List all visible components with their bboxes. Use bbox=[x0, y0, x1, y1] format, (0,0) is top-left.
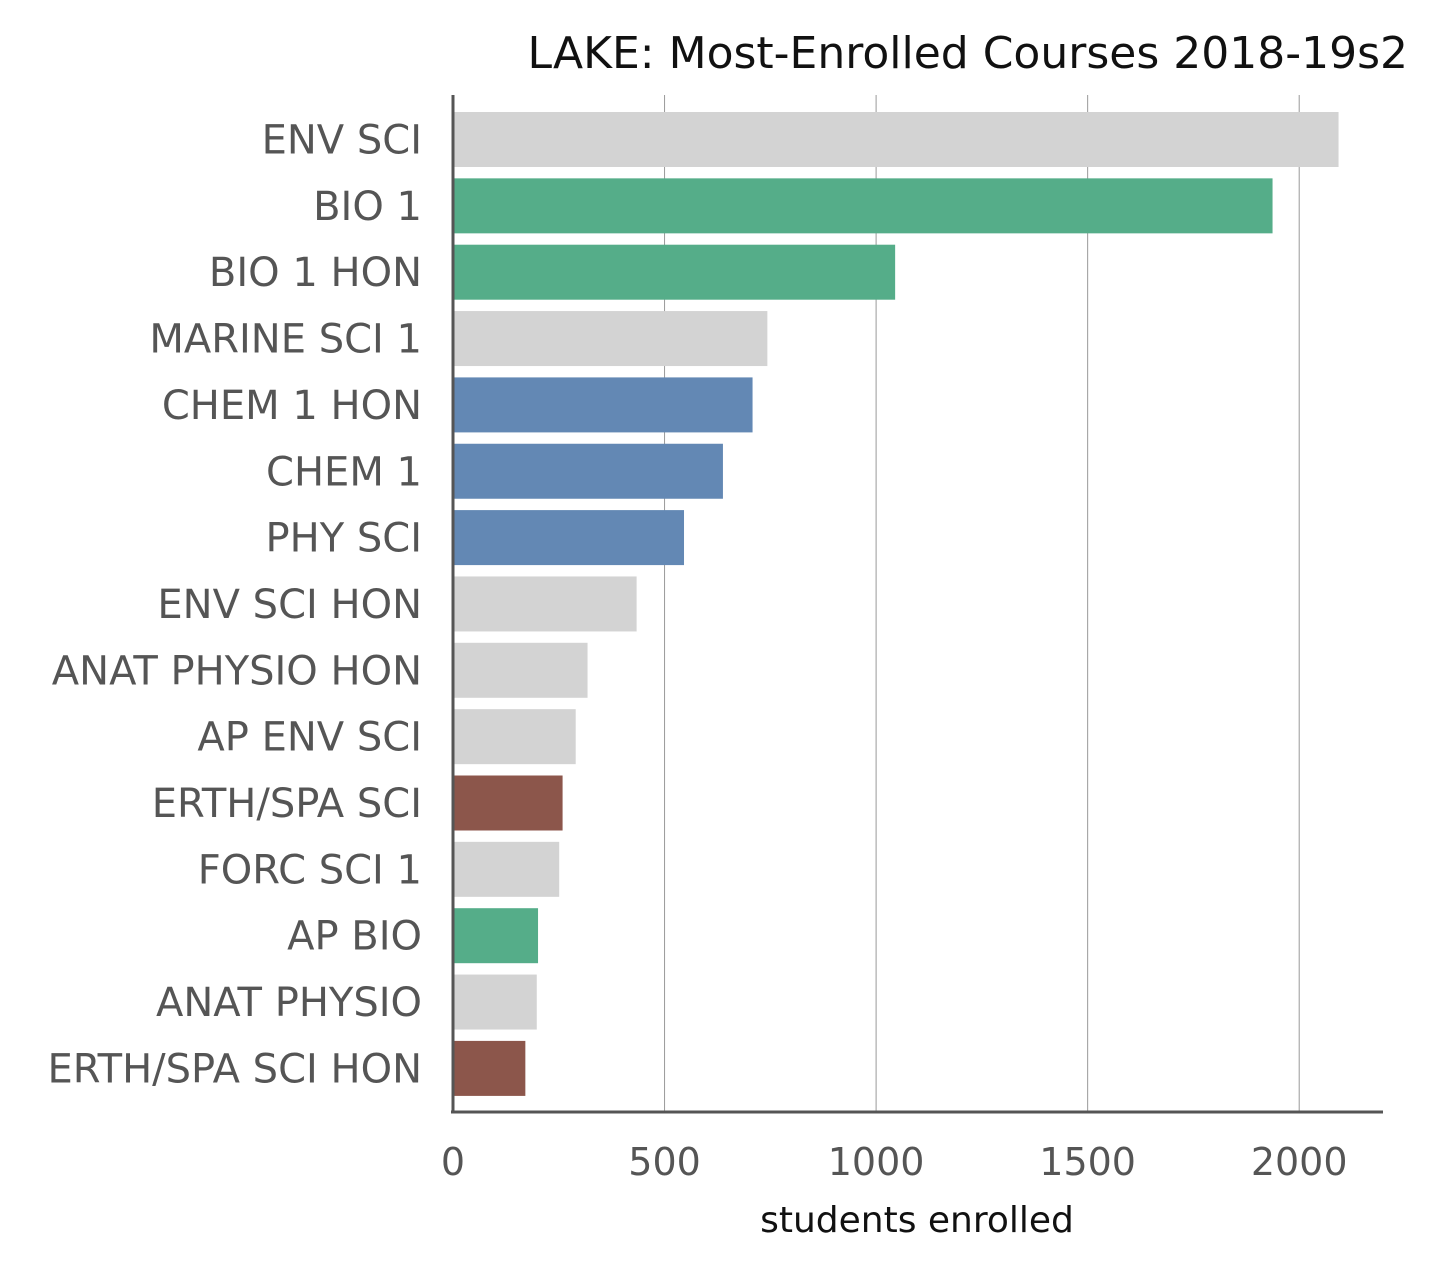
bar-ap-bio bbox=[453, 908, 539, 964]
bars bbox=[453, 112, 1339, 1096]
x-tick-label-500: 500 bbox=[628, 1140, 701, 1184]
category-label: ENV SCI HON bbox=[157, 582, 422, 628]
bar-chem-1-hon bbox=[453, 377, 753, 433]
x-axis-title: students enrolled bbox=[760, 1200, 1074, 1241]
bar-env-sci-hon bbox=[453, 576, 637, 632]
category-label: ENV SCI bbox=[262, 118, 422, 164]
bar-bio-1-hon bbox=[453, 244, 896, 300]
category-label: AP ENV SCI bbox=[197, 715, 422, 761]
x-tick-label-0: 0 bbox=[441, 1140, 465, 1184]
category-label: ANAT PHYSIO HON bbox=[52, 648, 422, 694]
category-label: ERTH/SPA SCI HON bbox=[48, 1046, 423, 1092]
bar-ap-env-sci bbox=[453, 709, 576, 765]
category-label: ERTH/SPA SCI bbox=[152, 781, 422, 827]
bar-anat-physio-hon bbox=[453, 642, 588, 698]
bar-erth-spa-sci-hon bbox=[453, 1040, 526, 1096]
x-tick-label-1000: 1000 bbox=[828, 1140, 925, 1184]
category-label: AP BIO bbox=[287, 914, 422, 960]
category-label: CHEM 1 HON bbox=[162, 383, 422, 429]
bar-phy-sci bbox=[453, 510, 685, 566]
category-label: CHEM 1 bbox=[266, 449, 422, 495]
x-tick-label-1500: 1500 bbox=[1039, 1140, 1136, 1184]
bar-chem-1 bbox=[453, 443, 723, 499]
bar-forc-sci-1 bbox=[453, 841, 560, 897]
category-label: ANAT PHYSIO bbox=[156, 980, 422, 1026]
category-label: PHY SCI bbox=[266, 516, 422, 562]
bar-bio-1 bbox=[453, 178, 1273, 234]
category-labels: ENV SCI BIO 1 BIO 1 HON MARINE SCI 1 CHEM 1 … bbox=[48, 118, 423, 1093]
bar-anat-physio bbox=[453, 974, 537, 1030]
category-label: BIO 1 bbox=[313, 184, 422, 230]
bar-erth-spa-sci bbox=[453, 775, 563, 831]
category-label: MARINE SCI 1 bbox=[149, 317, 422, 363]
category-label: BIO 1 HON bbox=[209, 250, 422, 296]
category-label: FORC SCI 1 bbox=[198, 847, 422, 893]
x-tick-label-2000: 2000 bbox=[1251, 1140, 1348, 1184]
x-tick-labels: 0 500 1000 1500 2000 bbox=[441, 1140, 1348, 1184]
bar-env-sci bbox=[453, 112, 1339, 167]
bar-marine-sci-1 bbox=[453, 311, 768, 367]
chart-title: LAKE: Most-Enrolled Courses 2018-19s2 bbox=[528, 28, 1408, 79]
